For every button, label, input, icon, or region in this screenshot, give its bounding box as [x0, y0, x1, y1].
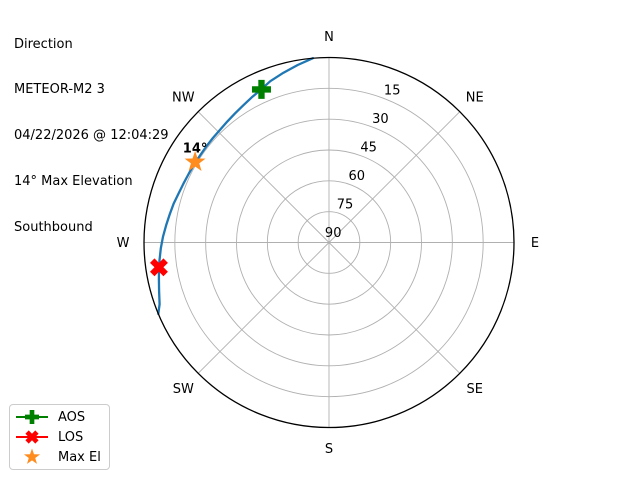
legend-item-aos: AOS [13, 407, 109, 427]
aos-marker [251, 79, 271, 99]
compass-label-sw: SW [173, 382, 194, 397]
elevation-tick-label-90: 90 [325, 226, 342, 241]
polar-outline [143, 56, 515, 429]
azimuth-spoke-se [328, 242, 461, 374]
compass-label-w: W [117, 236, 130, 251]
satellite-name: METEOR-M2 3 [14, 82, 105, 98]
pass-info-block: Direction METEOR-M2 3 04/22/2026 @ 12:04… [14, 6, 169, 251]
elevation-tick-label-15: 15 [384, 83, 401, 98]
los-marker [149, 258, 168, 277]
legend-glyph-star [23, 448, 41, 464]
los-x-icon [16, 430, 48, 444]
max-elevation-text: 14° Max Elevation [14, 174, 133, 190]
max-el-marker [184, 151, 206, 171]
legend-label-los: LOS [58, 429, 84, 445]
compass-label-se: SE [466, 382, 482, 397]
azimuth-spoke-ne [328, 111, 461, 243]
legend-label-aos: AOS [58, 409, 86, 425]
azimuth-spoke-sw [197, 242, 330, 374]
legend-label-max-el: Max El [58, 449, 101, 465]
compass-label-n: N [324, 30, 334, 45]
chart-title: Direction [14, 36, 73, 52]
legend-item-max-el: Max El [13, 447, 109, 467]
pass-timestamp: 04/22/2026 @ 12:04:29 [14, 128, 169, 144]
legend-item-los: LOS [13, 427, 109, 447]
legend-glyph-plus [25, 410, 39, 424]
pass-direction: Southbound [14, 220, 93, 236]
elevation-tick-label-30: 30 [372, 112, 389, 127]
legend-glyph-x [25, 430, 39, 444]
legend: AOS LOS Max El [9, 404, 110, 470]
elevation-tick-label-75: 75 [337, 197, 354, 212]
max-elevation-label: 14° [183, 142, 208, 157]
compass-label-s: S [325, 442, 333, 457]
compass-label-e: E [531, 236, 539, 251]
elevation-tick-label-45: 45 [360, 140, 377, 155]
max-el-star-icon [23, 448, 41, 464]
compass-label-ne: NE [466, 90, 484, 105]
compass-label-nw: NW [172, 90, 195, 105]
azimuth-spoke-nw [197, 111, 330, 243]
aos-plus-icon [16, 410, 48, 424]
elevation-tick-label-60: 60 [349, 169, 366, 184]
